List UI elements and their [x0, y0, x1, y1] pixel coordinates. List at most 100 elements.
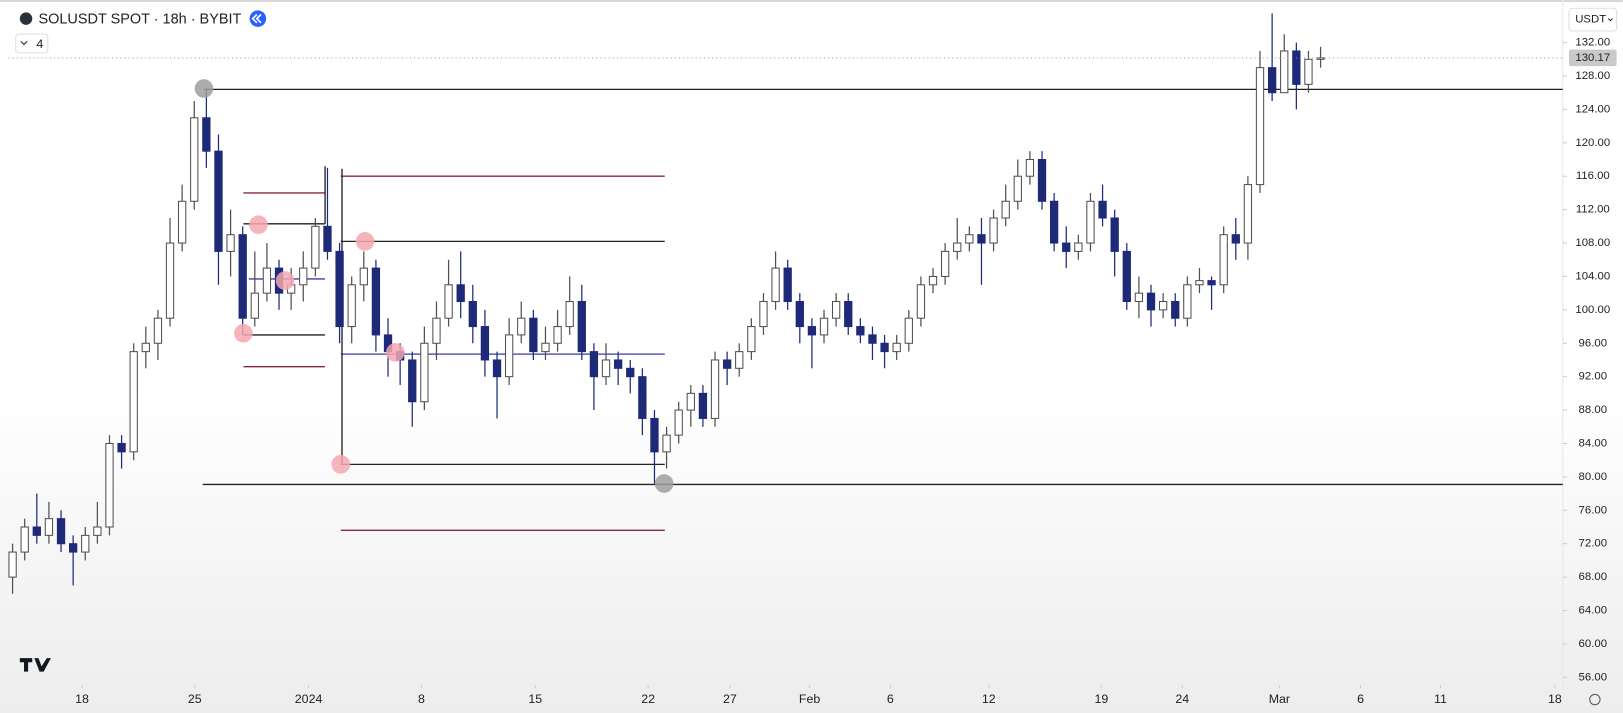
y-tick-label: 56.00 — [1579, 671, 1607, 683]
candle-body — [977, 234, 986, 244]
candle-body — [1013, 175, 1022, 202]
candle-body — [928, 275, 938, 286]
y-tick-label: 68.00 — [1579, 571, 1607, 583]
candle-body — [153, 317, 163, 344]
settings-button[interactable] — [1589, 693, 1601, 706]
candle-body — [759, 300, 768, 328]
candle-body — [504, 334, 514, 378]
y-tick-label: 92.00 — [1579, 371, 1607, 383]
candle-body — [892, 342, 901, 353]
candle-body — [529, 317, 538, 353]
y-tick-label: 120.00 — [1575, 137, 1610, 149]
candle-body — [20, 526, 29, 553]
candle-body — [359, 267, 368, 286]
candle-body — [492, 359, 502, 378]
x-tick-label: 15 — [528, 692, 542, 706]
candle-body — [93, 526, 102, 536]
candle-body — [1158, 300, 1168, 311]
symbol-title: SOLUSDT SPOT · 18h · BYBIT — [38, 11, 241, 27]
candle-body — [1049, 200, 1059, 244]
y-tick-label: 124.00 — [1575, 103, 1610, 115]
candle-body — [1243, 184, 1253, 244]
candle-body — [1001, 200, 1010, 219]
candle-body — [880, 342, 889, 353]
x-tick-label: 25 — [188, 692, 202, 706]
candle-body — [190, 117, 199, 202]
candle-body — [662, 434, 671, 453]
point-marker — [249, 215, 268, 234]
candle-body — [202, 117, 211, 152]
candle-body — [904, 317, 913, 344]
candle-body — [1037, 159, 1047, 202]
candle-body — [8, 551, 17, 578]
candle-body — [541, 342, 550, 353]
point-marker — [234, 323, 253, 343]
x-tick-label: 22 — [641, 692, 655, 706]
y-tick-label: 84.00 — [1579, 437, 1607, 449]
candle-body — [989, 217, 998, 244]
candle-body — [589, 351, 599, 378]
point-marker — [194, 79, 214, 98]
candle-body — [1134, 292, 1144, 303]
candle-body — [856, 326, 865, 336]
tradingview-logo — [19, 658, 51, 672]
x-tick-label: Mar — [1269, 692, 1290, 706]
candle-body — [771, 267, 780, 303]
y-tick-label: 88.00 — [1579, 404, 1607, 416]
candle-body — [335, 250, 344, 328]
candle-body — [698, 392, 708, 419]
candle-body — [250, 292, 259, 319]
candle-body — [1025, 159, 1035, 177]
candle-body — [831, 300, 841, 319]
candle-body — [432, 317, 441, 344]
candle-body — [1122, 250, 1131, 303]
point-marker — [331, 455, 351, 474]
x-tick-label: 19 — [1094, 692, 1108, 706]
x-tick-label: 6 — [887, 692, 894, 706]
candle-body — [1280, 50, 1289, 94]
candle-body — [371, 267, 381, 336]
candle-body — [1110, 217, 1119, 252]
candle-body — [1062, 242, 1071, 252]
candle-body — [1316, 57, 1325, 60]
chevron — [20, 41, 28, 46]
candle-body — [262, 267, 272, 294]
candle-body — [795, 300, 804, 328]
candle-body — [81, 534, 90, 553]
chevron — [1607, 18, 1613, 22]
candle-body — [1219, 234, 1228, 286]
candle-body — [819, 317, 829, 336]
candle-body — [68, 543, 78, 553]
candle-body — [468, 300, 477, 328]
y-tick-label: 96.00 — [1579, 337, 1607, 349]
x-tick-label: 27 — [723, 692, 737, 706]
candle-body — [1195, 280, 1204, 286]
candle-body — [117, 442, 126, 453]
candle-body — [565, 300, 574, 328]
y-tick-label: 104.00 — [1575, 270, 1610, 282]
symbol-icon — [19, 12, 33, 25]
candle-body — [940, 250, 950, 277]
candle-body — [650, 417, 659, 453]
candle-body — [601, 359, 611, 378]
candle-body — [105, 442, 114, 528]
candle-body — [807, 326, 817, 336]
currency-button[interactable] — [1568, 7, 1618, 32]
candle-body — [1207, 280, 1216, 286]
indicator-toggle[interactable] — [15, 33, 49, 54]
x-tick-label: Feb — [799, 692, 820, 706]
candle-body — [56, 518, 66, 545]
candle-body — [1292, 50, 1301, 85]
y-tick-label: 72.00 — [1579, 538, 1607, 550]
candle-body — [165, 242, 175, 319]
candle-body — [965, 234, 974, 244]
candle-body — [783, 267, 792, 303]
candle-body — [844, 300, 853, 328]
candle-body — [299, 267, 308, 286]
candle-body — [420, 342, 429, 403]
candle-body — [1086, 200, 1095, 244]
y-tick-label: 60.00 — [1579, 638, 1607, 650]
currency: USDT — [1575, 14, 1606, 26]
candle-body — [953, 242, 962, 252]
